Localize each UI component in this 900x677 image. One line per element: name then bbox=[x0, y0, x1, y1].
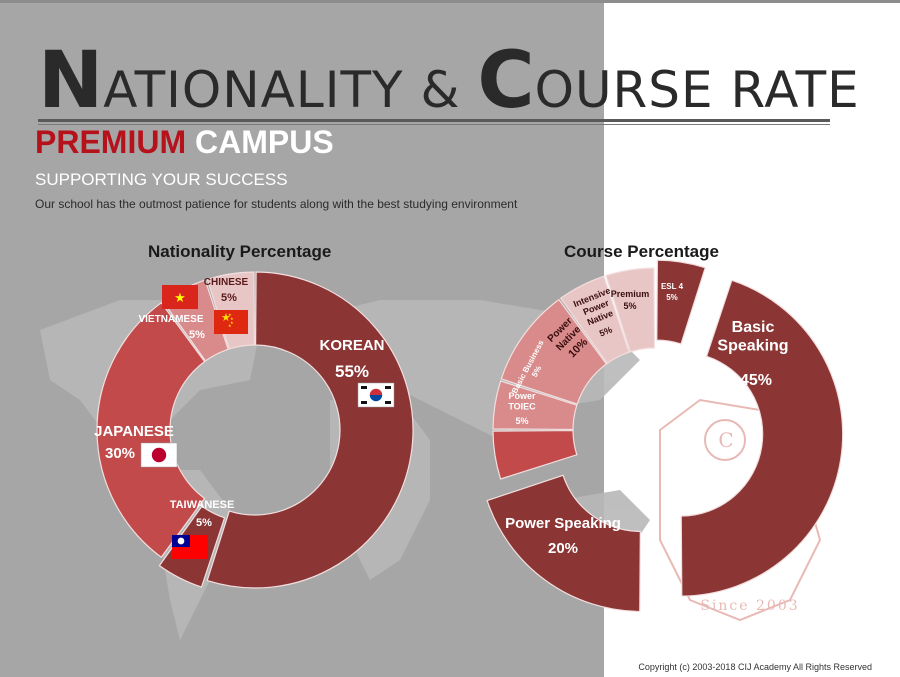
chart2-basic-speaking-label-2: Speaking bbox=[717, 337, 788, 354]
academy-watermark-logo: C Since 2003 bbox=[659, 398, 822, 622]
subtitle-campus: CAMPUS bbox=[195, 124, 334, 160]
chart2-premium-value: 5% bbox=[623, 301, 636, 311]
chart1-japanese-value: 30% bbox=[105, 445, 135, 462]
chart2-basic-speaking-label-1: Basic bbox=[732, 319, 775, 336]
svg-text:★: ★ bbox=[228, 323, 232, 328]
chart2-premium-label: Premium bbox=[611, 289, 650, 299]
subtitle-premium: PREMIUM bbox=[35, 124, 187, 160]
watermark-text: Since 2003 bbox=[700, 598, 799, 614]
svg-text:★: ★ bbox=[230, 316, 234, 321]
chart2-power-toiec-label-1: Power bbox=[508, 391, 536, 401]
taiwan-flag-icon bbox=[172, 535, 208, 559]
course-slice-power-native bbox=[500, 298, 608, 405]
svg-text:★: ★ bbox=[174, 291, 186, 306]
page-title: NATIONALITY & COURSE RATE bbox=[38, 38, 860, 124]
china-flag-icon: ★★★★★ bbox=[214, 310, 248, 334]
chart1-chinese-value: 5% bbox=[221, 292, 237, 304]
title-initial-c: C bbox=[477, 36, 535, 126]
chart2-esl-4-value: 5% bbox=[666, 293, 678, 302]
nationality-chart-title: Nationality Percentage bbox=[148, 242, 332, 261]
chart2-basic-speaking-value: 45% bbox=[740, 372, 772, 389]
course-slice-power-speaking bbox=[486, 474, 641, 613]
chart1-korean-value: 55% bbox=[335, 362, 369, 381]
chart1-korean-label: KOREAN bbox=[319, 337, 384, 354]
svg-text:★: ★ bbox=[228, 312, 232, 317]
chart2-esl-4-label: ESL 4 bbox=[661, 282, 684, 291]
course-chart-title: Course Percentage bbox=[564, 242, 719, 261]
title-nationality: ATIONALITY bbox=[103, 61, 404, 119]
svg-text:C: C bbox=[718, 428, 733, 452]
course-slice-intensive-power-native bbox=[559, 275, 630, 365]
chart2-intensive-power-native-value: 5% bbox=[598, 324, 614, 338]
vietnam-flag-icon: ★ bbox=[162, 285, 198, 309]
chart2-power-speaking-label: Power Speaking bbox=[505, 515, 621, 532]
course-slice-basic-speaking bbox=[680, 279, 844, 597]
title-underline-thin bbox=[38, 124, 830, 125]
title-initial-n: N bbox=[38, 36, 104, 126]
title-underline bbox=[38, 119, 830, 122]
chart2-power-toiec-label-2: TOIEC bbox=[508, 401, 536, 411]
south-korea-flag-icon bbox=[357, 382, 395, 408]
chart1-taiwanese-value: 5% bbox=[196, 517, 212, 529]
course-slice-premium bbox=[605, 267, 656, 353]
course-slice-basic-business bbox=[492, 380, 578, 431]
tagline: SUPPORTING YOUR SUCCESS bbox=[35, 170, 288, 189]
chart1-vietnamese-value: 5% bbox=[189, 329, 205, 341]
chart1-vietnamese-label: VIETNAMESE bbox=[138, 314, 203, 325]
chart1-taiwanese-label: TAIWANESE bbox=[170, 499, 235, 511]
description: Our school has the outmost patience for … bbox=[35, 197, 518, 211]
course-slice-power-toiec bbox=[492, 429, 578, 480]
top-border bbox=[0, 0, 900, 3]
chart2-power-toiec-value: 5% bbox=[515, 416, 528, 426]
chart1-chinese-label: CHINESE bbox=[204, 277, 249, 288]
title-course-rate: OURSE RATE bbox=[534, 61, 860, 119]
title-ampersand: & bbox=[420, 61, 461, 119]
svg-text:★: ★ bbox=[230, 320, 234, 325]
nationality-slice-korean bbox=[206, 271, 414, 589]
svg-text:★: ★ bbox=[221, 311, 231, 324]
copyright: Copyright (c) 2003-2018 CIJ Academy All … bbox=[638, 662, 872, 672]
course-slice-esl-4 bbox=[656, 259, 706, 345]
japan-flag-icon bbox=[140, 442, 178, 468]
campus-subtitle: PREMIUM CAMPUS bbox=[35, 124, 334, 161]
chart1-japanese-label: JAPANESE bbox=[94, 423, 174, 440]
chart2-power-speaking-value: 20% bbox=[548, 540, 578, 557]
